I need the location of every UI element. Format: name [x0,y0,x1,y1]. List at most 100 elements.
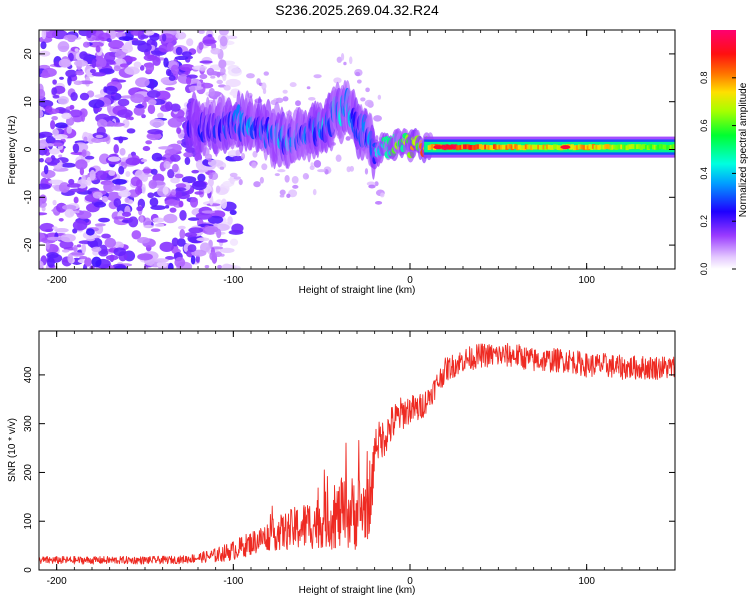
colorbar-ticks: 0.0 0.2 0.4 0.6 0.8 [699,72,736,275]
spectrogram-noise-cell [89,69,96,74]
spectrogram-y-tick-label: -20 [23,237,34,252]
spectrogram-band-core [576,145,580,150]
spectrogram-noise-cell [46,143,54,147]
spectrogram-noise-cell [141,183,146,194]
spectrogram-noise-cell [142,168,154,174]
spectrogram-noise-cell [291,176,299,184]
spectrogram-noise-cell [227,67,243,77]
spectrogram-noise-cell [192,180,207,191]
spectrogram-band-core [657,144,661,150]
spectrogram-noise-cell [262,88,267,95]
spectrogram-noise-cell [108,170,116,176]
spectrogram-noise-cell [143,54,157,62]
snr-y-tick-label: 400 [23,366,34,383]
spectrogram-noise-cell [292,184,299,189]
spectrogram-noise-cell [39,200,43,206]
snr-y-tick-label: 100 [23,512,34,529]
spectrogram-noise-cell [105,254,119,261]
spectrogram-noise-cell [125,170,131,177]
spectrogram-noise-cell [134,186,143,195]
spectrogram-y-tick-label: 20 [23,48,34,60]
spectrogram-noise-cell [148,179,158,190]
spectrogram-noise-cell [74,48,79,52]
spectrogram-noise-cell [62,204,77,211]
snr-y-ticks: 0 100 200 300 400 [23,366,675,573]
spectrogram-band-core [613,144,617,150]
spectrogram-noise-cell [106,38,112,43]
spectrogram-noise-cell [111,185,127,191]
spectrogram-noise-cell [201,210,216,214]
spectrogram-noise-cell [222,73,227,82]
spectrogram-noise-cell [191,169,199,174]
spectrogram-band-core [620,144,624,150]
spectrogram-noise-cell [81,243,87,254]
spectrogram-noise-cell [74,59,88,67]
spectrogram-noise-cell [263,71,270,76]
spectrogram-band-core [500,144,504,150]
spectrogram-band-core [606,144,610,149]
spectrogram-band-core [489,145,493,150]
spectrogram-band-core [600,144,604,150]
spectrogram-noise-cell [195,254,200,263]
spectrogram-noise-cell [204,153,213,161]
spectrogram-noise-cell [165,101,173,112]
spectrogram-noise-cell [39,109,44,119]
spectrogram-noise-cell [149,118,165,128]
spectrogram-band-core [607,144,612,150]
spectrogram-noise-cell [185,76,192,85]
spectrogram-noise-cell [210,75,216,79]
spectrogram-noise-cell [113,65,121,72]
spectrogram-band-core [556,145,560,150]
spectrogram-band-core [427,145,431,151]
spectrogram-noise-cell [86,30,92,39]
snr-x-label: Height of straight line (km) [299,585,416,596]
spectrogram-noise-cell [135,104,145,109]
spectrogram-noise-cell [95,224,104,235]
spectrogram-band-core [627,144,631,150]
spectrogram-noise-cell [59,76,64,80]
spectrogram-noise-cell [196,237,210,242]
spectrogram-x-tick-label: 0 [407,275,413,286]
spectrogram-noise-cell [69,104,75,110]
spectrogram-noise-cell [175,183,187,189]
colorbar-tick-label: 0.4 [699,167,709,180]
spectrogram-noise-cell [229,209,237,215]
spectrogram-band-core [471,145,476,150]
spectrogram-noise-cell [50,119,56,130]
spectrogram-noise-cell [163,213,178,224]
spectrogram-noise-cell [229,175,236,185]
spectrogram-band-core [528,144,532,150]
spectrogram-band-core [487,145,491,150]
spectrogram-noise-cell [317,169,326,173]
spectrogram-noise-cell [199,67,206,72]
spectrogram-noise-cell [39,212,48,216]
spectrogram-y-tick-label: -10 [23,190,34,205]
spectrogram-noise-cell [190,255,196,265]
spectrogram-noise-cell [86,176,92,186]
spectrogram-band-core [531,144,536,150]
colorbar-tick-label: 0.8 [699,72,709,85]
spectrogram-noise-cell [184,232,198,238]
spectrogram-noise-cell [274,173,280,177]
spectrogram-noise-cell [360,97,366,102]
spectrogram-noise-cell [39,157,44,163]
spectrogram-noise-cell [83,136,88,142]
spectrogram-band-core [505,145,509,150]
spectrogram-noise-cell [170,103,181,112]
spectrogram-noise-cell [181,176,197,184]
spectrogram-noise-cell [146,90,161,98]
spectrogram-noise-cell [170,64,179,75]
spectrogram-noise-cell [189,85,196,93]
spectrogram-band-core [512,144,516,149]
spectrogram-noise-cell [233,176,242,180]
spectrogram-band-core [632,144,636,150]
spectrogram-noise-cell [223,85,231,91]
spectrogram-peak [443,145,454,150]
spectrogram-noise-cell [92,191,103,199]
spectrogram-noise-cell [82,131,89,138]
spectrogram-noise-cell [252,150,258,158]
spectrogram-band-core [625,145,629,151]
spectrogram-noise-cell [195,212,212,220]
spectrogram-band-core [662,144,666,150]
